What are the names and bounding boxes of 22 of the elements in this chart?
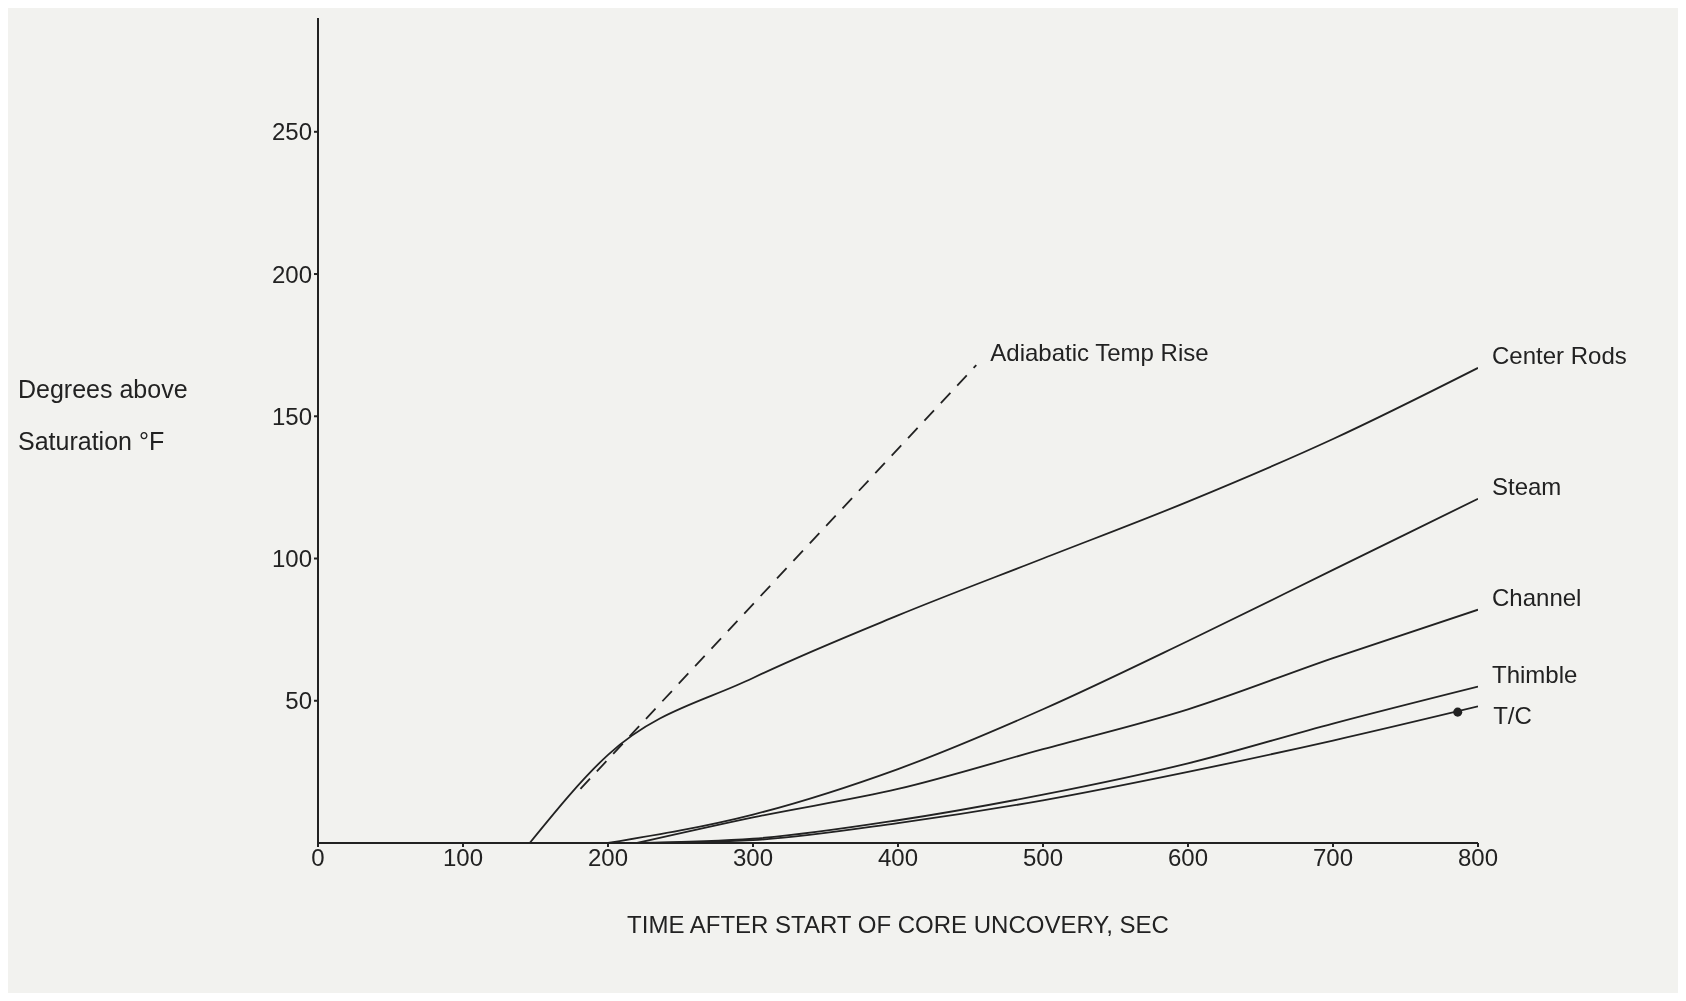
series-label: Steam — [1492, 473, 1562, 501]
x-tick-label: 300 — [732, 844, 774, 872]
y-tick-label: 50 — [285, 687, 312, 715]
y-axis-title: Degrees above Saturation °F — [18, 374, 189, 457]
x-axis-title: TIME AFTER START OF CORE UNCOVERY, SEC — [627, 911, 1169, 938]
x-tick-label: 400 — [877, 844, 919, 872]
y-tick-label: 250 — [271, 118, 312, 146]
series-label: T/C — [1493, 701, 1532, 729]
x-tick-label: 600 — [1167, 844, 1209, 872]
series-label: Adiabatic Temp Rise — [990, 339, 1209, 367]
x-tick-label: 0 — [311, 844, 325, 872]
series-label: Channel — [1492, 584, 1582, 612]
x-tick-label: 100 — [442, 844, 484, 872]
x-tick-label: 200 — [587, 844, 629, 872]
y-tick-label: 150 — [271, 402, 312, 430]
y-tick-label: 100 — [271, 545, 312, 573]
series-label: Thimble — [1492, 660, 1578, 688]
series-label: Center Rods — [1492, 342, 1627, 370]
x-tick-label: 700 — [1312, 844, 1354, 872]
y-tick-label: 200 — [271, 260, 312, 288]
x-tick-label: 500 — [1022, 844, 1064, 872]
x-tick-label: 800 — [1457, 844, 1499, 872]
